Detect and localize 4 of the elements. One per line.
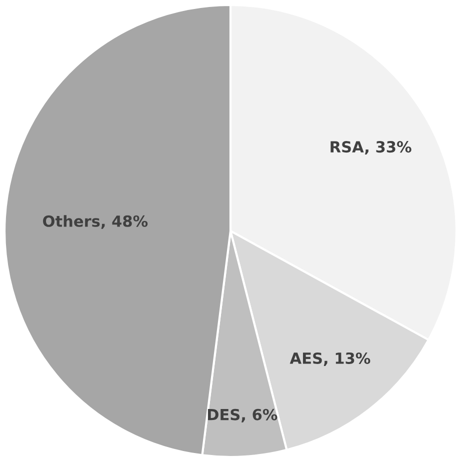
slice-label: AES, 13%: [290, 352, 370, 366]
slice-label: RSA, 33%: [330, 141, 412, 155]
slice-label: Others, 48%: [43, 215, 148, 229]
slice-label: DES, 6%: [208, 408, 278, 422]
